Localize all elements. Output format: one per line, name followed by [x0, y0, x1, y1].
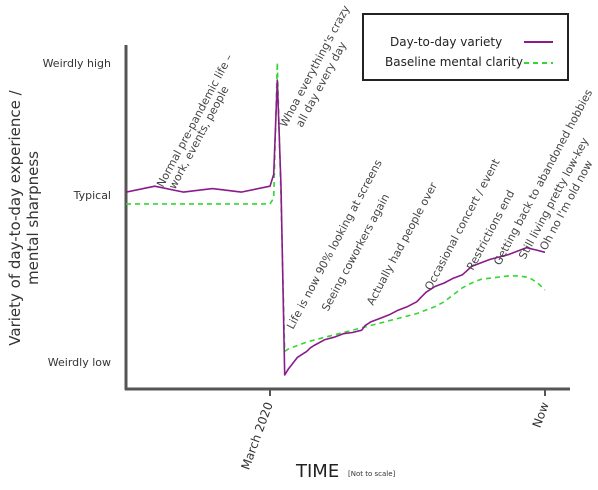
y-tick-labels: Weirdly low Typical Weirdly high	[43, 57, 111, 369]
series-layer	[125, 61, 546, 376]
y-tick-label-1: Typical	[73, 189, 111, 202]
y-axis-title-line-2: mental sharpness	[24, 151, 42, 285]
x-axis-note: [Not to scale]	[348, 470, 396, 478]
y-axis-title-line-1: Variety of day-to-day experience /	[6, 89, 24, 345]
y-tick-label-2: Weirdly high	[43, 57, 111, 70]
legend-box	[362, 13, 569, 81]
legend-label-baseline-mental-clarity: Baseline mental clarity	[385, 55, 523, 69]
series-line-0	[125, 79, 546, 376]
x-axis-title: TIME	[295, 461, 339, 482]
annotation-0: Normal pre-pandemic life –	[154, 52, 235, 189]
annotation-2: Whoa everything's crazy	[277, 3, 353, 130]
x-tick-label-0: March 2020	[238, 400, 275, 471]
legend-label-day-to-day-variety: Day-to-day variety	[390, 35, 502, 49]
y-tick-label-0: Weirdly low	[48, 356, 111, 369]
x-tick-labels: March 2020 Now	[238, 400, 551, 472]
series-line-1	[126, 61, 546, 353]
legend: Day-to-day variety Baseline mental clari…	[362, 13, 569, 81]
x-tick-label-1: Now	[530, 400, 552, 430]
axes	[124, 45, 570, 396]
